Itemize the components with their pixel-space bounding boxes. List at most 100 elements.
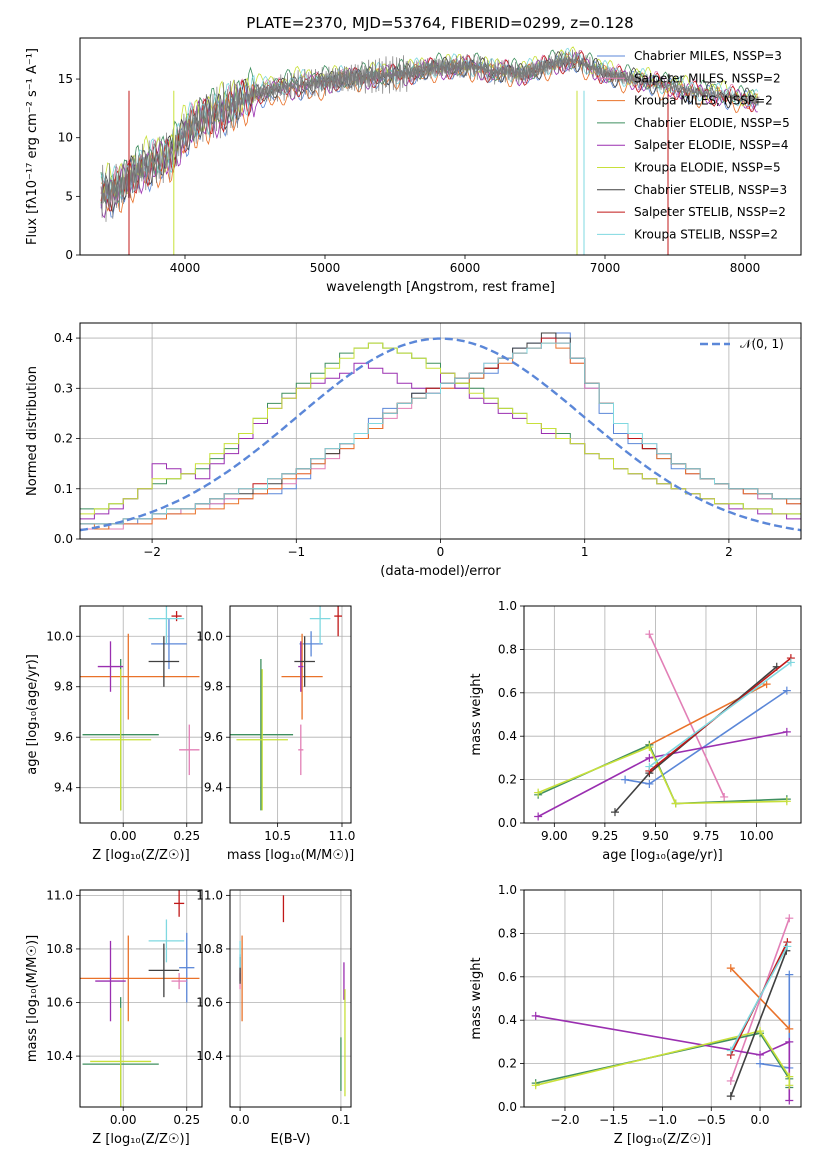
y-tick-label: 10.0 (46, 629, 73, 643)
x-tick-label: 9.25 (592, 829, 619, 843)
series-marker-kroupa_stelib (645, 762, 654, 771)
panel-8: −2.0 −1.5 −1.0 −0.5 0.0 0.0 0.2 0.4 0.6 0.8 1.0 Z [… (469, 883, 802, 1147)
x-tick-label: 9.00 (541, 829, 568, 843)
series-marker-kroupa_elodie (756, 1027, 765, 1036)
y-tick-label: 9.4 (204, 781, 223, 795)
x-tick-label: 0.0 (231, 1113, 250, 1127)
series-marker-kroupa_elodie (671, 799, 680, 808)
plot-area (230, 606, 342, 811)
y-tick-label: 9.8 (204, 680, 223, 694)
plot-area (80, 890, 200, 1107)
series-marker-chabrier_miles (782, 686, 791, 695)
x-tick-label: 2 (725, 545, 733, 559)
series-marker-kroupa_elodie (645, 743, 654, 752)
y-tick-label: 10.6 (196, 996, 223, 1010)
legend-label: Chabrier MILES, NSSP=3 (634, 49, 782, 63)
series-marker-kroupa_elodie (531, 1081, 540, 1090)
x-tick-label: 11.0 (329, 829, 356, 843)
y-tick-label: 0.6 (498, 970, 517, 984)
y-tick-label: 10.6 (46, 996, 73, 1010)
series-marker-chabrier_stelib (610, 808, 619, 817)
panel-7: 0.0 0.1 10.4 10.6 10.8 11.0 E(B-V) (196, 888, 352, 1147)
y-tick-label: 10.4 (46, 1049, 73, 1063)
x-axis-label: E(B-V) (270, 1132, 310, 1147)
series-marker-kroupa_stelib (786, 658, 795, 667)
series-marker-chabrier_miles (756, 1059, 765, 1068)
panel-4: 10.5 11.0 9.4 9.6 9.8 10.0 mass [log₁₀(M/M☉)] (196, 605, 356, 863)
plot-area (239, 895, 346, 1097)
x-tick-label: 4000 (170, 261, 201, 275)
axes-frame (79, 37, 802, 256)
y-axis-label: mass weight (469, 673, 484, 755)
axes-frame (79, 322, 802, 540)
plot-area (80, 332, 801, 539)
y-tick-label: 10.8 (46, 942, 73, 956)
axes-frame (79, 605, 203, 824)
y-tick-label: 0.2 (54, 432, 73, 446)
axes-frame (79, 889, 203, 1108)
series-line-kroupa_elodie (535, 1030, 791, 1087)
series-marker-salpeter_elodie (756, 1050, 765, 1059)
plot-area (80, 606, 200, 811)
series-marker-salpeter_elodie (534, 812, 543, 821)
x-tick-label: −0.5 (697, 1113, 726, 1127)
x-tick-label: −2.0 (550, 1113, 579, 1127)
x-tick-label: 0.25 (173, 1113, 200, 1127)
normal-curve (80, 337, 801, 532)
series-marker-salpeter_elodie (782, 727, 791, 736)
series-marker-kroupa_miles (726, 964, 735, 973)
series-line-chabrier_stelib (730, 950, 788, 1097)
y-tick-label: 10.0 (196, 629, 223, 643)
legend-label: Chabrier ELODIE, NSSP=5 (634, 116, 790, 130)
y-tick-label: 9.6 (204, 730, 223, 744)
x-tick-label: 0.00 (110, 1113, 137, 1127)
x-axis-label: (data-model)/error (380, 564, 501, 579)
panel-6: 0.00 0.25 10.4 10.6 10.8 11.0 Z [log₁₀(Z/Z☉)] m… (25, 888, 203, 1147)
series-line-kroupa_elodie (537, 745, 787, 805)
series-marker-chabrier_miles (645, 779, 654, 788)
y-tick-label: 0.4 (498, 729, 517, 743)
series-marker-salpeter_miles (720, 792, 729, 801)
series-marker-kroupa_elodie (785, 1072, 794, 1081)
x-axis-label: Z [log₁₀(Z/Z☉)] (92, 848, 189, 863)
plot-area (100, 46, 760, 255)
x-tick-label: 8000 (730, 261, 761, 275)
series-line-kroupa_stelib (648, 661, 792, 768)
series-marker-salpeter_elodie (785, 1096, 794, 1105)
series-marker-kroupa_elodie (534, 788, 543, 797)
axes-frame (229, 889, 352, 1108)
x-tick-label: 0.25 (173, 829, 200, 843)
y-tick-label: 9.8 (54, 680, 73, 694)
y-tick-label: 9.6 (54, 730, 73, 744)
legend-label: Salpeter STELIB, NSSP=2 (634, 205, 786, 219)
x-tick-label: 1 (581, 545, 589, 559)
x-tick-label: −1.5 (599, 1113, 628, 1127)
y-tick-label: 0.2 (498, 773, 517, 787)
x-tick-label: 10.5 (264, 829, 291, 843)
x-axis-label: Z [log₁₀(Z/Z☉)] (614, 1132, 711, 1147)
y-tick-label: 5 (65, 189, 73, 203)
x-tick-label: 9.75 (693, 829, 720, 843)
series-marker-kroupa_stelib (783, 942, 792, 951)
y-tick-label: 10.4 (196, 1049, 223, 1063)
x-tick-label: 0.0 (750, 1113, 769, 1127)
y-tick-label: 0.4 (54, 331, 73, 345)
y-tick-label: 0.8 (498, 642, 517, 656)
x-tick-label: 6000 (450, 261, 481, 275)
x-tick-label: −1.0 (648, 1113, 677, 1127)
y-tick-label: 0.6 (498, 686, 517, 700)
x-tick-label: 0 (437, 545, 445, 559)
series-marker-kroupa_elodie (782, 797, 791, 806)
series-marker-salpeter_miles (645, 630, 654, 639)
x-tick-label: 9.50 (642, 829, 669, 843)
plot-area (534, 630, 795, 821)
y-tick-label: 1.0 (498, 599, 517, 613)
x-axis-label: wavelength [Angstrom, rest frame] (326, 280, 555, 295)
series-marker-salpeter_elodie (645, 753, 654, 762)
x-tick-label: −2 (143, 545, 161, 559)
histogram-kroupa_stelib (80, 342, 801, 539)
series-line-salpeter_miles (648, 633, 725, 798)
y-tick-label: 0.0 (498, 816, 517, 830)
y-tick-label: 10 (58, 131, 73, 145)
